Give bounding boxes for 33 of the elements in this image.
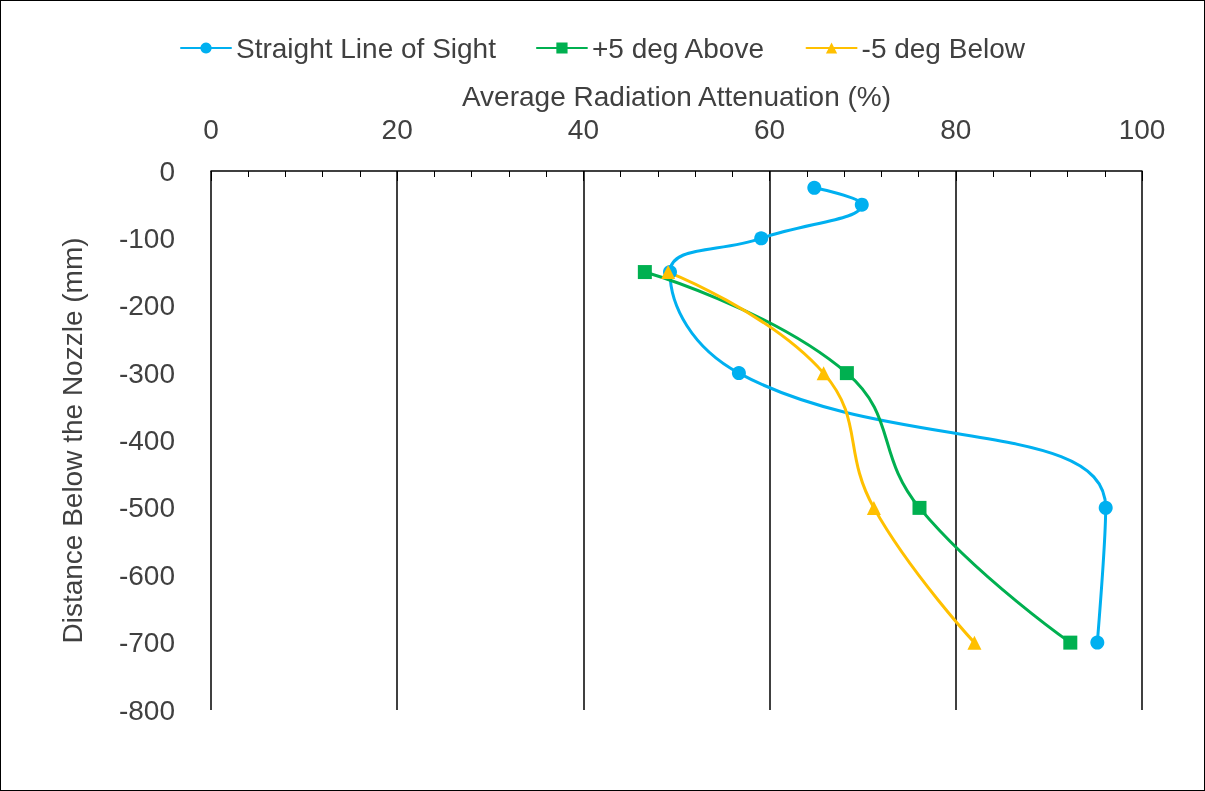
point [854, 197, 869, 212]
point [731, 366, 746, 381]
y-tick-label: -100 [118, 222, 175, 254]
point [1098, 500, 1113, 515]
point [866, 500, 881, 515]
y-tick-label: -600 [118, 559, 175, 591]
y-tick-label: -700 [118, 627, 175, 659]
point [1090, 635, 1105, 650]
point [816, 366, 831, 381]
point [754, 231, 769, 246]
x-tick-label: 0 [203, 113, 219, 145]
legend-label: -5 deg Below [861, 32, 1026, 64]
y-tick-label: -400 [118, 425, 175, 456]
x-tick-label: 100 [1118, 113, 1166, 145]
y-tick-label: -200 [118, 290, 175, 322]
y-tick-label: -800 [118, 694, 175, 726]
x-tick-label: 20 [381, 113, 413, 145]
y-tick-label: -500 [118, 492, 175, 524]
point [912, 500, 927, 515]
point [637, 265, 652, 280]
x-tick-label: 60 [754, 113, 786, 145]
point [839, 366, 854, 381]
y-axis-title: Distance Below the Nozzle (mm) [56, 237, 88, 644]
point [807, 180, 822, 195]
x-tick-label: 40 [567, 113, 599, 145]
point [967, 635, 982, 650]
point [1063, 635, 1078, 650]
legend-label: Straight Line of Sight [236, 32, 497, 64]
y-tick-label: -300 [118, 357, 175, 389]
x-tick-label: 80 [940, 113, 972, 145]
legend-label: +5 deg Above [591, 32, 765, 64]
y-tick-label: 0 [159, 155, 175, 187]
x-axis-title: Average Radiation Attenuation (%) [461, 80, 892, 112]
